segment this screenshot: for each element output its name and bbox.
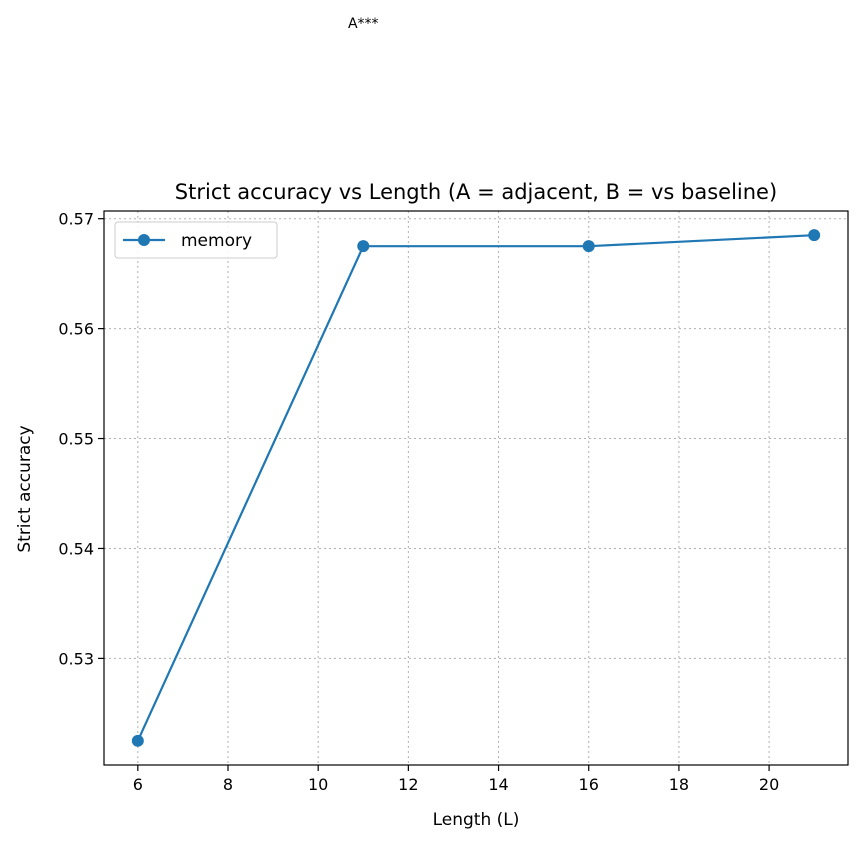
plot-frame xyxy=(103,210,849,766)
y-tick-label: 0.57 xyxy=(58,210,94,229)
legend-marker-memory xyxy=(138,234,150,246)
data-point-memory xyxy=(357,240,370,253)
grid-layer xyxy=(104,211,848,765)
x-tick-label: 20 xyxy=(759,775,779,794)
annotation-layer: A*** xyxy=(348,16,379,32)
series-line-memory xyxy=(136,234,815,742)
y-tick-label: 0.56 xyxy=(58,320,94,339)
annotation-label: A*** xyxy=(348,16,379,32)
y-tick-label: 0.53 xyxy=(58,649,94,668)
x-axis-label: Length (L) xyxy=(433,810,520,830)
x-tick-label: 6 xyxy=(133,775,143,794)
x-tick-label: 8 xyxy=(223,775,233,794)
x-tick-label: 10 xyxy=(308,775,328,794)
y-tick-label: 0.54 xyxy=(58,539,94,558)
legend-layer: memory xyxy=(114,221,278,259)
y-axis-label: Strict accuracy xyxy=(15,425,35,552)
x-tick-label: 16 xyxy=(579,775,599,794)
data-point-memory xyxy=(582,240,595,253)
x-tick-label: 12 xyxy=(398,775,418,794)
legend-box xyxy=(114,221,278,259)
axes-layer: 6 8 10 12 14 16 18 20 0.53 0.54 0.55 0.56 0.57 xyxy=(58,210,849,794)
x-tick-label: 18 xyxy=(669,775,689,794)
legend-label-memory: memory xyxy=(181,231,252,251)
series-layer xyxy=(131,229,821,747)
data-point-memory xyxy=(131,734,144,747)
x-tick-label: 14 xyxy=(488,775,508,794)
data-point-memory xyxy=(808,229,821,242)
y-tick-label: 0.55 xyxy=(58,430,94,449)
chart-title: Strict accuracy vs Length (A = adjacent,… xyxy=(175,180,777,204)
